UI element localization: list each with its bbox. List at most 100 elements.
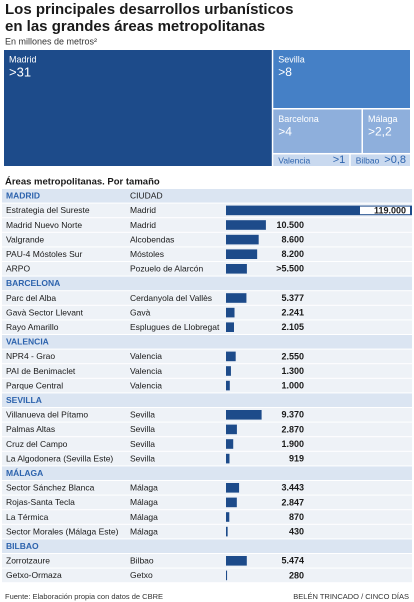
row-name: La Térmica: [6, 512, 49, 522]
value-label: 8.200: [281, 249, 304, 259]
value-label: 1.000: [281, 380, 304, 390]
row-city: Málaga: [130, 483, 158, 493]
cell-name: Bilbao: [356, 155, 380, 165]
bar: [226, 453, 230, 464]
cell-label: >1: [333, 154, 346, 166]
bar: [226, 526, 228, 537]
cell-name: Barcelona: [278, 114, 319, 124]
row-bg: [2, 510, 412, 524]
treemap-cell: [362, 109, 410, 153]
treemap-cell: [350, 154, 410, 166]
bar: [226, 220, 266, 230]
row-name: Palmas Altas: [6, 424, 55, 434]
group-row: [2, 466, 412, 480]
value-label: 280: [289, 570, 304, 580]
city-header: CIUDAD: [130, 191, 163, 201]
row-city: Esplugues de Llobregat: [130, 322, 220, 332]
row-bg: [2, 232, 412, 247]
value-label: 10.500: [276, 220, 304, 230]
value-label: 3.443: [281, 483, 304, 493]
value-label: 119.000: [374, 205, 406, 215]
row-city: Málaga: [130, 512, 158, 522]
bar: [226, 234, 259, 245]
group-row: [2, 393, 412, 407]
row-city: Madrid: [130, 220, 156, 230]
row-name: PAU-4 Móstoles Sur: [6, 249, 83, 259]
row-city: Cerdanyola del Vallès: [130, 293, 212, 303]
bar: [226, 556, 247, 566]
bar: [226, 380, 230, 391]
row-name: Zorrotzaure: [6, 556, 50, 566]
row-name: Villanueva del Pítamo: [6, 410, 88, 420]
row-name: ARPO: [6, 264, 30, 274]
row-name: La Algodonera (Sevilla Este): [6, 453, 113, 463]
row-bg: [2, 378, 412, 393]
bar: [226, 293, 247, 303]
bar: [226, 264, 247, 274]
bar: [226, 366, 231, 376]
row-name: Rayo Amarillo: [6, 322, 59, 332]
group-name: BILBAO: [6, 541, 39, 551]
value-label: 9.370: [281, 410, 304, 420]
row-bg: [2, 247, 412, 261]
cell-label: >4: [278, 125, 292, 139]
row-city: Málaga: [130, 526, 158, 536]
treemap-cell: [273, 154, 350, 166]
value-label: 2.241: [281, 307, 304, 317]
bar: [226, 249, 258, 259]
row-bg: [2, 422, 412, 437]
title-line: en las grandes áreas metropolitanas: [5, 18, 265, 35]
row-name: Rojas-Santa Tecla: [6, 497, 75, 507]
group-name: VALENCIA: [6, 337, 49, 347]
bar: [226, 570, 228, 581]
row-bg: [2, 305, 412, 320]
cell-name: Valencia: [278, 155, 310, 165]
row-city: Móstoles: [130, 249, 164, 259]
treemap-cell: [4, 50, 272, 166]
bar: [226, 483, 240, 493]
treemap-cell: [273, 109, 362, 153]
bar: [226, 497, 237, 508]
row-name: Parque Central: [6, 380, 63, 390]
group-row: [2, 335, 412, 349]
row-city: Valencia: [130, 351, 162, 361]
cell-name: Sevilla: [278, 54, 305, 64]
bar: [226, 424, 237, 435]
row-name: Cruz del Campo: [6, 439, 68, 449]
table-caption: Áreas metropolitanas. Por tamaño: [5, 177, 160, 188]
group-row: [2, 189, 412, 203]
row-bg: [2, 524, 412, 539]
value-label: 5.377: [281, 293, 304, 303]
bar: [226, 322, 234, 332]
cell-label: >0,8: [384, 154, 406, 166]
group-row: [2, 276, 412, 291]
row-name: PAI de Benimaclet: [6, 366, 76, 376]
row-bg: [2, 481, 412, 495]
row-name: Parc del Alba: [6, 293, 56, 303]
value-label: 8.600: [281, 234, 304, 244]
row-city: Alcobendas: [130, 234, 174, 244]
group-name: BARCELONA: [6, 278, 60, 288]
bar: [226, 439, 234, 449]
cell-label: >8: [278, 65, 292, 79]
group-name: MÁLAGA: [6, 468, 43, 478]
credit: BELÉN TRINCADO / CINCO DÍAS: [293, 592, 409, 601]
value-label: 919: [289, 453, 304, 463]
row-bg: [2, 451, 412, 466]
value-label: 5.474: [281, 556, 304, 566]
bar: [226, 512, 230, 522]
bar: [226, 410, 262, 420]
row-bg: [2, 349, 412, 364]
row-city: Pozuelo de Alarcón: [130, 264, 204, 274]
row-bg: [2, 364, 412, 378]
row-city: Valencia: [130, 366, 162, 376]
row-city: Bilbao: [130, 556, 154, 566]
row-city: Gavà: [130, 307, 151, 317]
row-name: Madrid Nuevo Norte: [6, 220, 82, 230]
cell-name: Madrid: [9, 54, 37, 64]
row-city: Getxo: [130, 570, 153, 580]
title-line: Los principales desarrollos urbanísticos: [5, 1, 293, 18]
source: Fuente: Elaboración propia con datos de …: [5, 592, 163, 601]
row-city: Málaga: [130, 497, 158, 507]
